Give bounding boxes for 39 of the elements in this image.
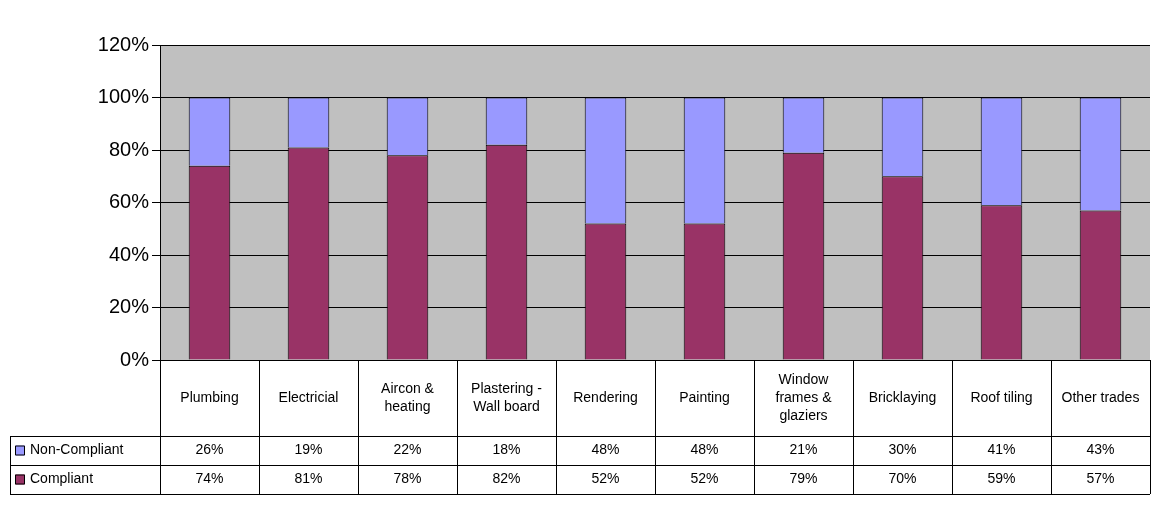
x-tick-label: Window frames & glaziers — [775, 370, 833, 423]
data-label: 52% — [591, 470, 620, 487]
x-tick-label: Aircon & heating — [381, 379, 435, 414]
data-label: 82% — [492, 470, 521, 487]
data-label: 70% — [888, 470, 917, 487]
y-tick-label: 20% — [108, 295, 150, 318]
x-tick-label: Bricklaying — [868, 388, 937, 405]
y-tick-label: 40% — [108, 242, 150, 265]
data-label: 26% — [195, 441, 224, 458]
data-label: 74% — [195, 470, 224, 487]
x-tick-label: Rendering — [573, 388, 638, 405]
data-label: 21% — [789, 441, 818, 458]
data-label: 59% — [987, 470, 1016, 487]
x-tick-label: Plumbing — [180, 388, 239, 405]
legend-label: Non-Compliant — [30, 441, 124, 458]
data-label: 18% — [492, 441, 521, 458]
x-tick-label: Painting — [679, 388, 730, 405]
y-tick-label: 120% — [97, 32, 150, 55]
data-label: 81% — [294, 470, 323, 487]
data-label: 22% — [393, 441, 422, 458]
x-tick-label: Other trades — [1061, 388, 1140, 405]
x-tick-label: Plastering - Wall board — [471, 379, 543, 414]
x-tick-label: Electricial — [278, 388, 339, 405]
data-label: 52% — [690, 470, 719, 487]
y-tick-label: 100% — [97, 85, 150, 108]
data-label: 30% — [888, 441, 917, 458]
data-label: 43% — [1086, 441, 1115, 458]
legend-label: Compliant — [30, 470, 94, 487]
data-label: 57% — [1086, 470, 1115, 487]
y-tick-label: 60% — [108, 190, 150, 213]
x-tick-label: Roof tiling — [970, 388, 1033, 405]
data-label: 78% — [393, 470, 422, 487]
data-label: 19% — [294, 441, 323, 458]
data-label: 41% — [987, 441, 1016, 458]
data-label: 79% — [789, 470, 818, 487]
data-label: 48% — [591, 441, 620, 458]
data-label: 48% — [690, 441, 719, 458]
y-tick-label: 0% — [120, 347, 150, 370]
y-tick-label: 80% — [108, 137, 150, 160]
